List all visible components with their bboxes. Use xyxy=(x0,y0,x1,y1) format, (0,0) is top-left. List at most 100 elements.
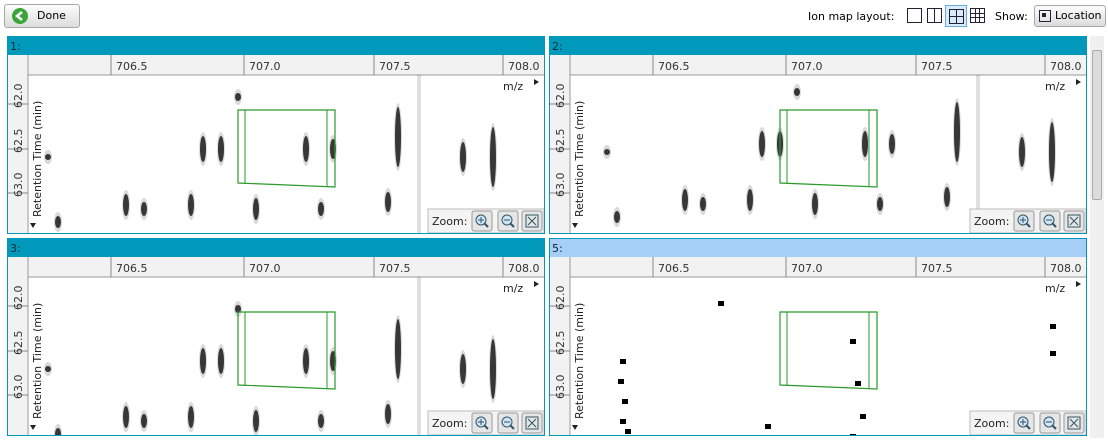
selection-box xyxy=(779,311,878,390)
y-tick-label: 62.5 xyxy=(12,331,25,356)
peak xyxy=(55,216,61,228)
peak xyxy=(123,194,129,216)
peak xyxy=(235,93,241,101)
peak xyxy=(188,194,194,216)
zoom-icon xyxy=(525,214,539,228)
x-tick-label: 708.0 xyxy=(508,60,540,73)
zoom-icon xyxy=(483,424,489,430)
zoom-label: Zoom: xyxy=(432,215,467,228)
y-ruler xyxy=(550,257,570,435)
ion-map-panel[interactable]: 2: 706.5 707.0 707.5 708.0 62.0 62.5 63.0 Retent… xyxy=(549,36,1087,234)
x-ruler xyxy=(550,257,1086,277)
layout-4-selected[interactable] xyxy=(945,5,967,27)
panel-title: 2: xyxy=(552,40,563,53)
y-arrow xyxy=(30,425,36,430)
peak xyxy=(604,149,610,155)
peak xyxy=(395,107,401,167)
peak-point xyxy=(620,419,626,424)
selection-box xyxy=(237,311,336,390)
y-ruler xyxy=(8,55,28,233)
peak-point xyxy=(718,301,724,306)
peak xyxy=(385,192,391,212)
x-arrow xyxy=(534,281,539,287)
peak-point xyxy=(1050,324,1056,329)
panel-header xyxy=(550,37,1086,55)
x-tick-label: 706.5 xyxy=(116,60,148,73)
done-icon xyxy=(12,8,28,24)
x-tick-label: 707.0 xyxy=(791,60,823,73)
peak-point xyxy=(622,399,628,404)
done-button[interactable]: Done xyxy=(4,4,80,28)
scrollbar[interactable] xyxy=(1090,36,1104,438)
intensity-layer xyxy=(44,277,497,435)
zoom-icon xyxy=(1067,214,1081,228)
y-tick-label: 62.0 xyxy=(12,84,25,109)
zoom-icon xyxy=(509,222,515,228)
layout-2[interactable] xyxy=(927,8,942,23)
zoom-label: Zoom: xyxy=(974,215,1009,228)
intensity-layer xyxy=(618,301,1056,435)
peak xyxy=(614,211,620,223)
peak xyxy=(218,136,224,162)
panel-header xyxy=(8,239,544,257)
streak xyxy=(417,277,421,435)
y-axis-label: Retention Time (min) xyxy=(573,101,586,217)
peak xyxy=(141,414,147,428)
peak xyxy=(303,136,309,162)
ion-map: 2: 706.5 707.0 707.5 708.0 62.0 62.5 63.0 Retent… xyxy=(550,37,1086,233)
panel-header xyxy=(550,239,1086,257)
x-arrow xyxy=(1076,281,1081,287)
peak-point xyxy=(620,359,626,364)
zoom-label: Zoom: xyxy=(974,417,1009,430)
peak xyxy=(460,354,466,384)
ion-map: 1: 706.5 707.0 707.5 708.0 62.0 62.5 63.0 Retent… xyxy=(8,37,544,233)
zoom-icon xyxy=(527,418,537,428)
location-button[interactable]: Location xyxy=(1034,5,1106,27)
peak xyxy=(395,319,401,379)
y-tick-label: 62.5 xyxy=(12,129,25,154)
x-tick-label: 707.0 xyxy=(249,60,281,73)
peak xyxy=(944,187,950,207)
x-arrow xyxy=(1076,79,1081,85)
x-ruler xyxy=(8,55,544,75)
peak-point xyxy=(1050,351,1056,356)
x-axis-label: m/z xyxy=(503,80,523,93)
peak xyxy=(490,339,496,399)
ion-map-panel[interactable]: 3: 706.5 707.0 707.5 708.0 62.0 62.5 63.0 Retent… xyxy=(7,238,545,436)
peak xyxy=(877,197,883,211)
ion-map: 3: 706.5 707.0 707.5 708.0 62.0 62.5 63.0 Retent… xyxy=(8,239,544,435)
y-ruler xyxy=(8,257,28,435)
ion-map-panel[interactable]: 5: 706.5 707.0 707.5 708.0 62.0 62.5 63.0 Retent… xyxy=(549,238,1087,436)
x-axis-label: m/z xyxy=(503,282,523,295)
peak-point xyxy=(855,381,861,386)
x-tick-label: 708.0 xyxy=(1050,60,1082,73)
peak xyxy=(1019,137,1025,167)
peak xyxy=(218,348,224,374)
layout-1[interactable] xyxy=(907,8,922,23)
peak xyxy=(200,136,206,162)
x-arrow xyxy=(534,79,539,85)
y-axis-label: Retention Time (min) xyxy=(573,303,586,419)
y-tick-label: 63.0 xyxy=(12,173,25,198)
x-ruler xyxy=(550,55,1086,75)
ion-map-panel[interactable]: 1: 706.5 707.0 707.5 708.0 62.0 62.5 63.0 Retent… xyxy=(7,36,545,234)
peak xyxy=(188,406,194,428)
peak xyxy=(889,134,895,154)
x-tick-label: 707.5 xyxy=(921,60,953,73)
x-tick-label: 706.5 xyxy=(116,262,148,275)
peak xyxy=(794,88,800,96)
peak xyxy=(45,366,51,372)
zoom-icon xyxy=(1051,222,1057,228)
peak xyxy=(460,142,466,172)
zoom-icon xyxy=(525,416,539,430)
peak xyxy=(385,404,391,424)
layout-9[interactable] xyxy=(970,8,985,23)
zoom-label: Zoom: xyxy=(432,417,467,430)
layout-label: Ion map layout: xyxy=(808,10,895,23)
peak-point xyxy=(765,424,771,429)
x-axis-label: m/z xyxy=(1045,282,1065,295)
panel-header xyxy=(8,37,544,55)
zoom-icon xyxy=(1025,424,1031,430)
y-tick-label: 62.5 xyxy=(554,331,567,356)
peak xyxy=(747,189,753,211)
